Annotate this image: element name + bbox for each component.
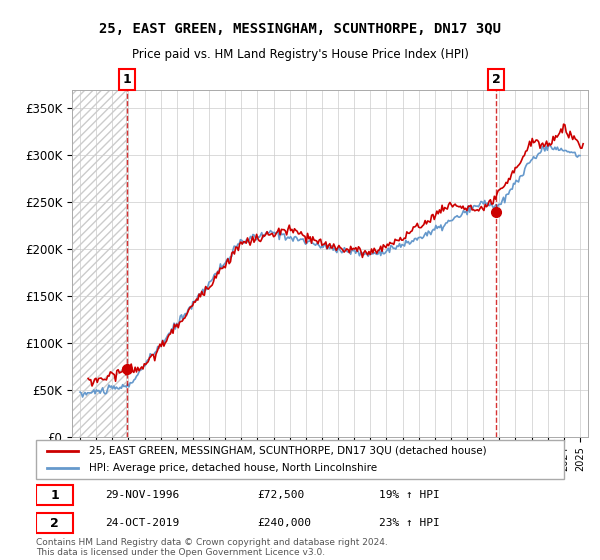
Text: 25, EAST GREEN, MESSINGHAM, SCUNTHORPE, DN17 3QU: 25, EAST GREEN, MESSINGHAM, SCUNTHORPE, … [99, 22, 501, 36]
Text: 29-NOV-1996: 29-NOV-1996 [104, 490, 179, 500]
Text: 25, EAST GREEN, MESSINGHAM, SCUNTHORPE, DN17 3QU (detached house): 25, EAST GREEN, MESSINGHAM, SCUNTHORPE, … [89, 446, 487, 456]
FancyBboxPatch shape [36, 485, 73, 505]
Text: 1: 1 [122, 73, 131, 86]
Text: 24-OCT-2019: 24-OCT-2019 [104, 518, 179, 528]
Text: 2: 2 [492, 73, 500, 86]
Text: 2: 2 [50, 516, 59, 530]
Text: £72,500: £72,500 [258, 490, 305, 500]
Text: 23% ↑ HPI: 23% ↑ HPI [379, 518, 440, 528]
Text: 1: 1 [50, 488, 59, 502]
Text: HPI: Average price, detached house, North Lincolnshire: HPI: Average price, detached house, Nort… [89, 463, 377, 473]
Text: 19% ↑ HPI: 19% ↑ HPI [379, 490, 440, 500]
Text: Contains HM Land Registry data © Crown copyright and database right 2024.
This d: Contains HM Land Registry data © Crown c… [36, 538, 388, 557]
FancyBboxPatch shape [36, 440, 564, 479]
FancyBboxPatch shape [36, 513, 73, 533]
Text: Price paid vs. HM Land Registry's House Price Index (HPI): Price paid vs. HM Land Registry's House … [131, 48, 469, 60]
Text: £240,000: £240,000 [258, 518, 312, 528]
